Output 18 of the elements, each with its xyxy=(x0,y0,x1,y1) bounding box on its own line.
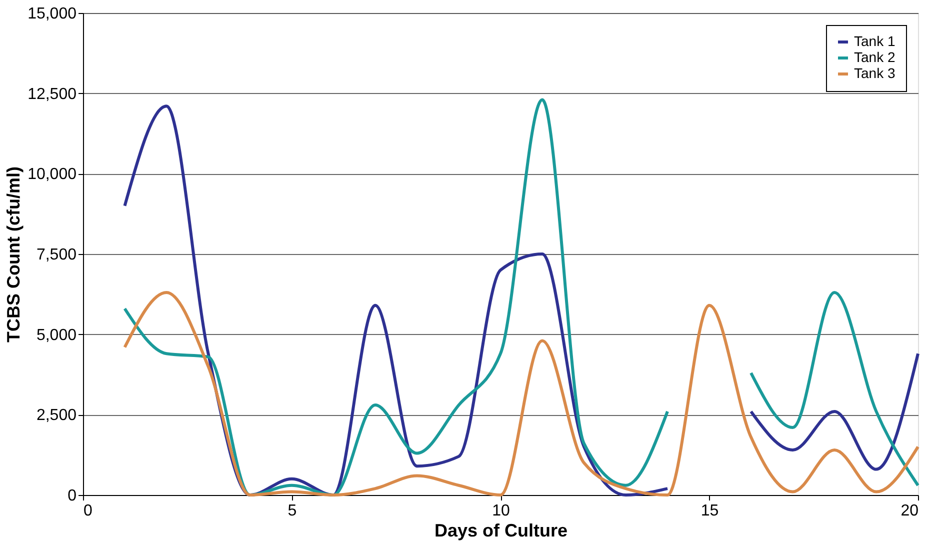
y-axis-title: TCBS Count (cfu/ml) xyxy=(4,166,24,342)
x-tick-label: 20 xyxy=(900,502,919,520)
y-tick-label: 5,000 xyxy=(36,326,77,344)
y-tick-label: 0 xyxy=(68,488,77,504)
legend-label: Tank 2 xyxy=(854,49,896,65)
y-tick-label: 10,000 xyxy=(28,166,77,184)
y-tick-label: 15,000 xyxy=(28,6,77,22)
y-tick-label: 12,500 xyxy=(28,86,77,103)
x-axis-title: Days of Culture xyxy=(434,520,568,540)
x-tick-label: 5 xyxy=(288,502,297,520)
x-tick-label: 10 xyxy=(492,502,510,520)
x-tick-label: 0 xyxy=(84,502,92,520)
line-series xyxy=(123,291,920,496)
y-tick-label: 2,500 xyxy=(36,407,77,424)
x-tick-label: 15 xyxy=(700,502,719,520)
y-tick-label: 7,500 xyxy=(36,246,77,264)
legend-label: Tank 1 xyxy=(854,33,896,49)
legend-label: Tank 3 xyxy=(854,65,896,81)
